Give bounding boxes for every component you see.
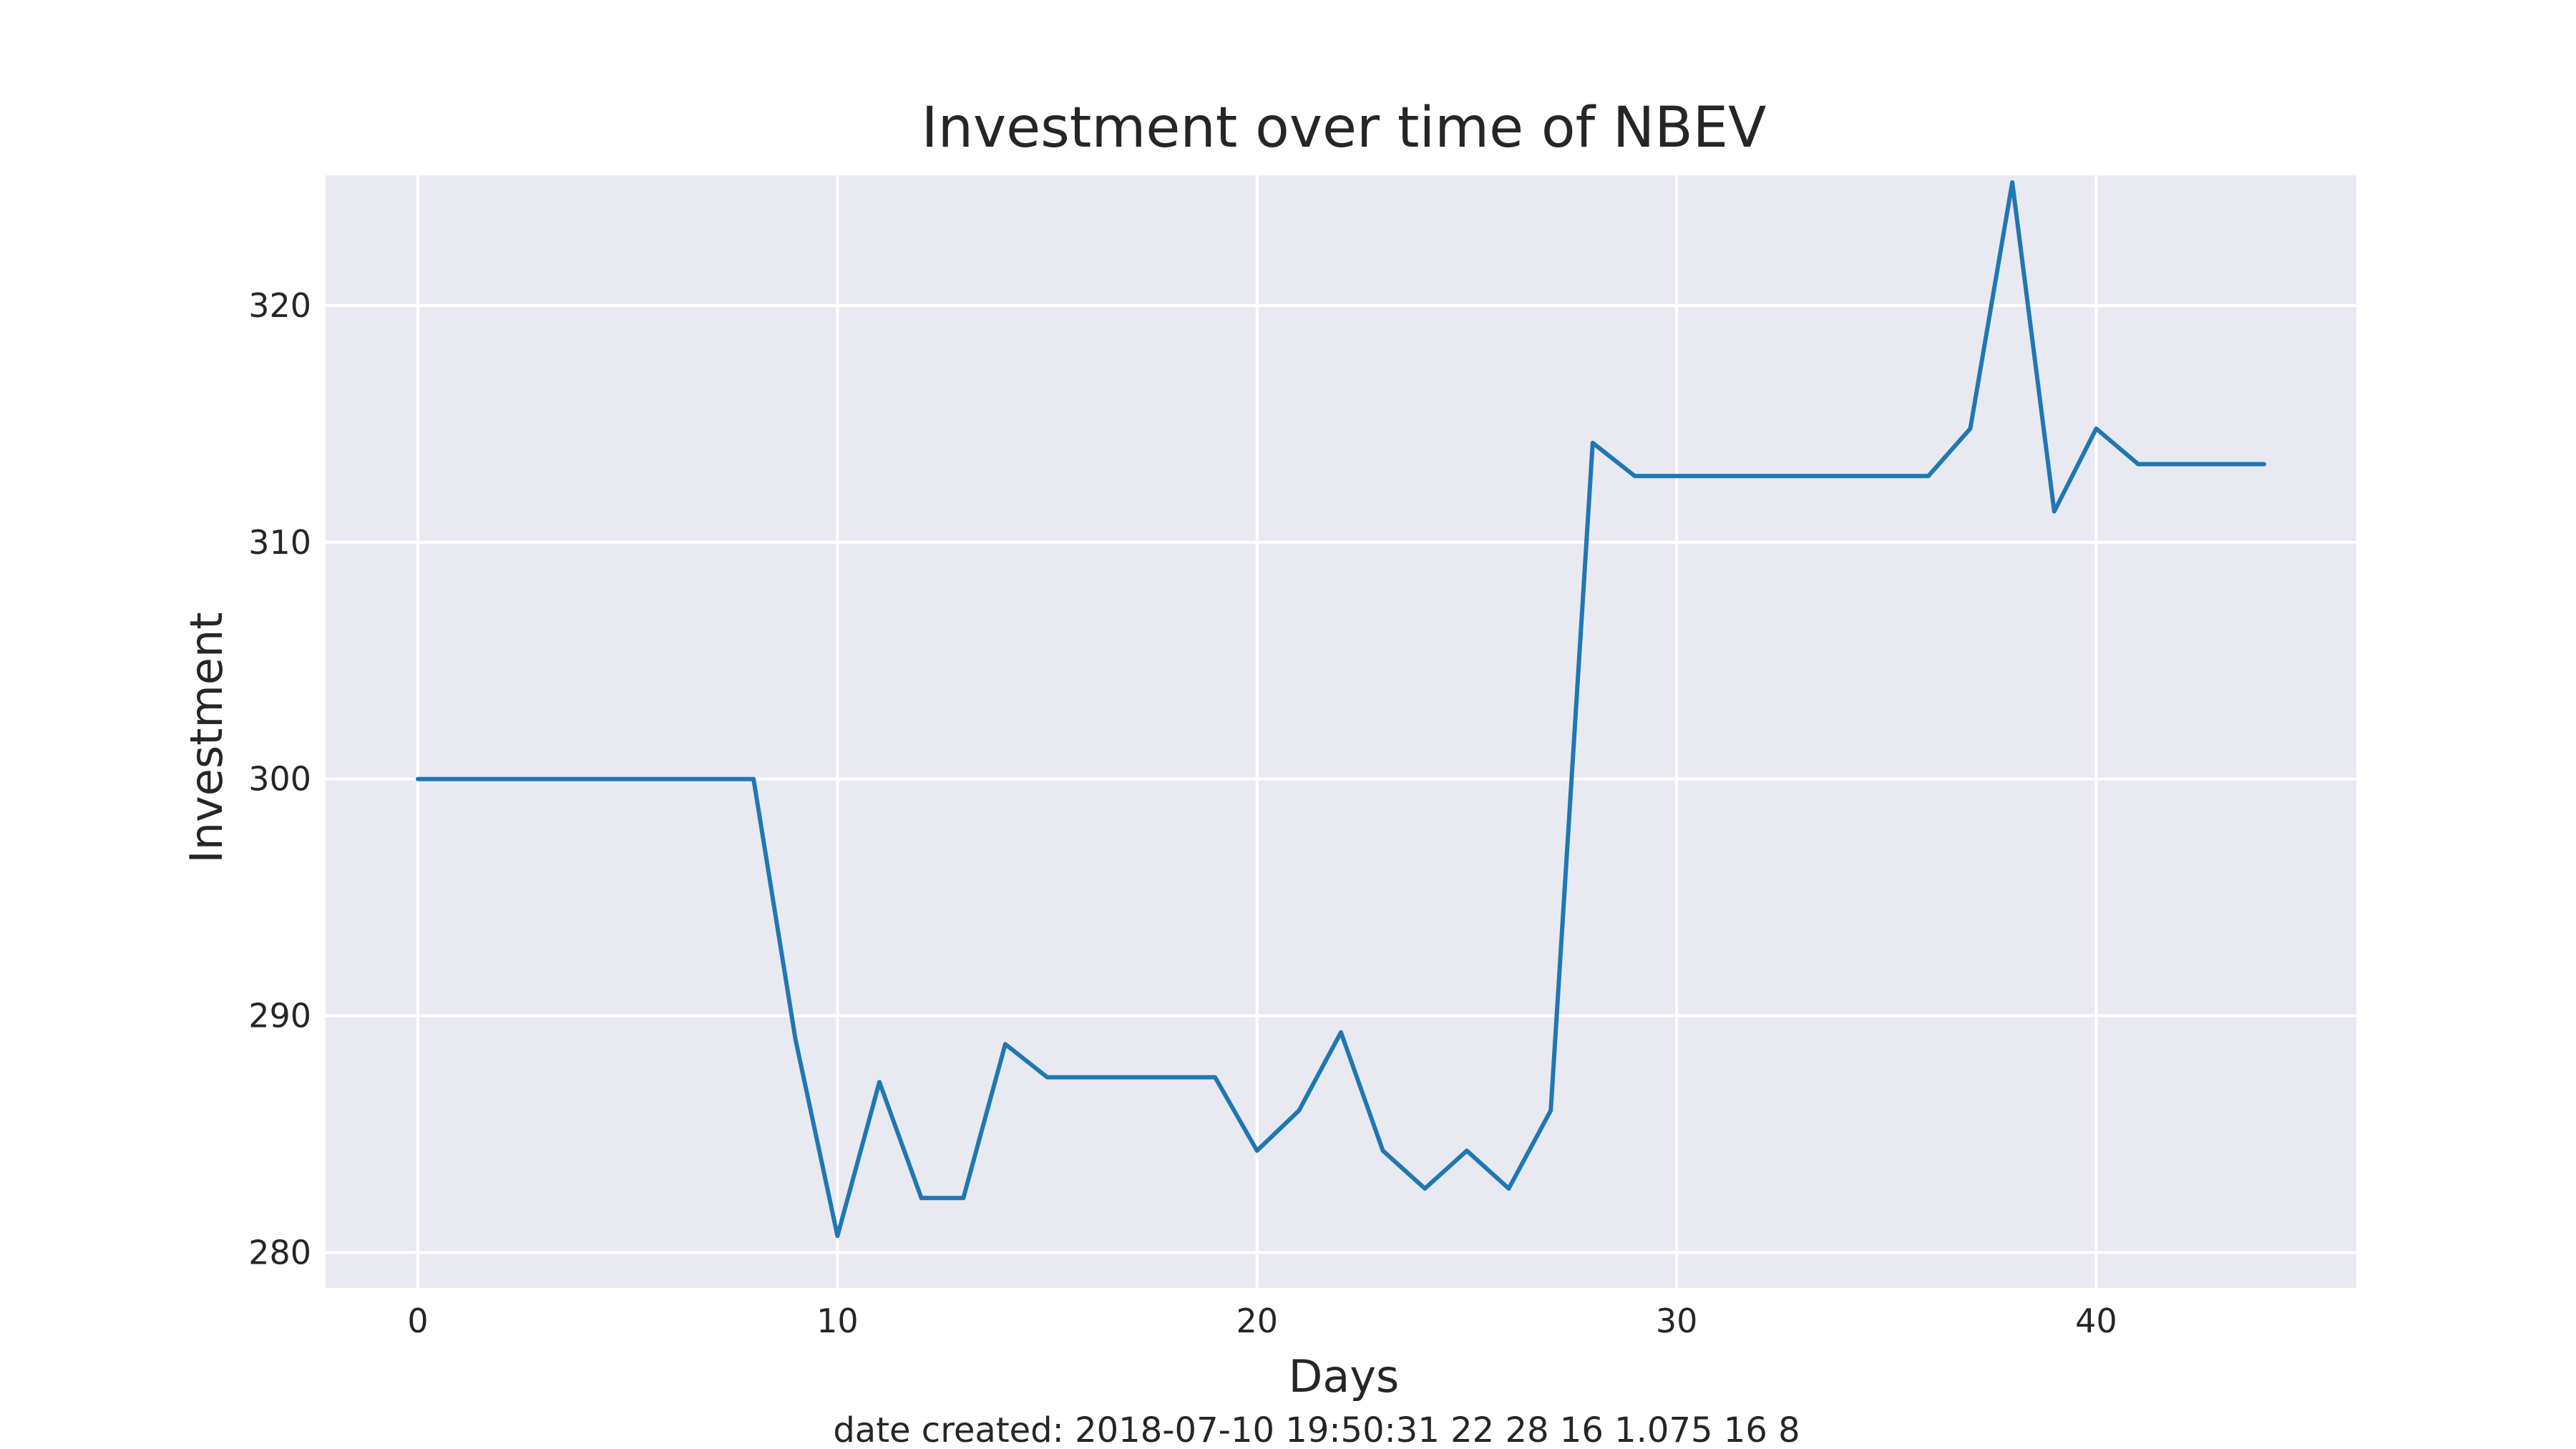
y-axis-ticks: 280 290 300 310 320 <box>248 286 311 1272</box>
chart-title: Investment over time of NBEV <box>922 96 1767 160</box>
y-tick-label: 290 <box>248 997 311 1035</box>
y-tick-label: 320 <box>248 286 311 325</box>
x-axis-ticks: 0 10 20 30 40 <box>407 1302 2117 1340</box>
y-tick-label: 310 <box>248 523 311 562</box>
x-tick-label: 10 <box>816 1302 859 1340</box>
x-tick-label: 20 <box>1236 1302 1278 1340</box>
y-tick-label: 280 <box>248 1233 311 1272</box>
y-tick-label: 300 <box>248 760 311 799</box>
date-created-caption: date created: 2018-07-10 19:50:31 22 28 … <box>833 1410 1800 1449</box>
plot-area <box>326 175 2356 1288</box>
x-tick-label: 40 <box>2075 1302 2117 1340</box>
x-axis-label: Days <box>1289 1350 1400 1402</box>
series-line <box>416 180 2266 1239</box>
grid-lines <box>326 175 2356 1288</box>
series-layer <box>416 180 2266 1239</box>
y-axis-label: Investment <box>180 612 233 863</box>
x-tick-label: 0 <box>407 1302 428 1340</box>
x-tick-label: 30 <box>1656 1302 1698 1340</box>
